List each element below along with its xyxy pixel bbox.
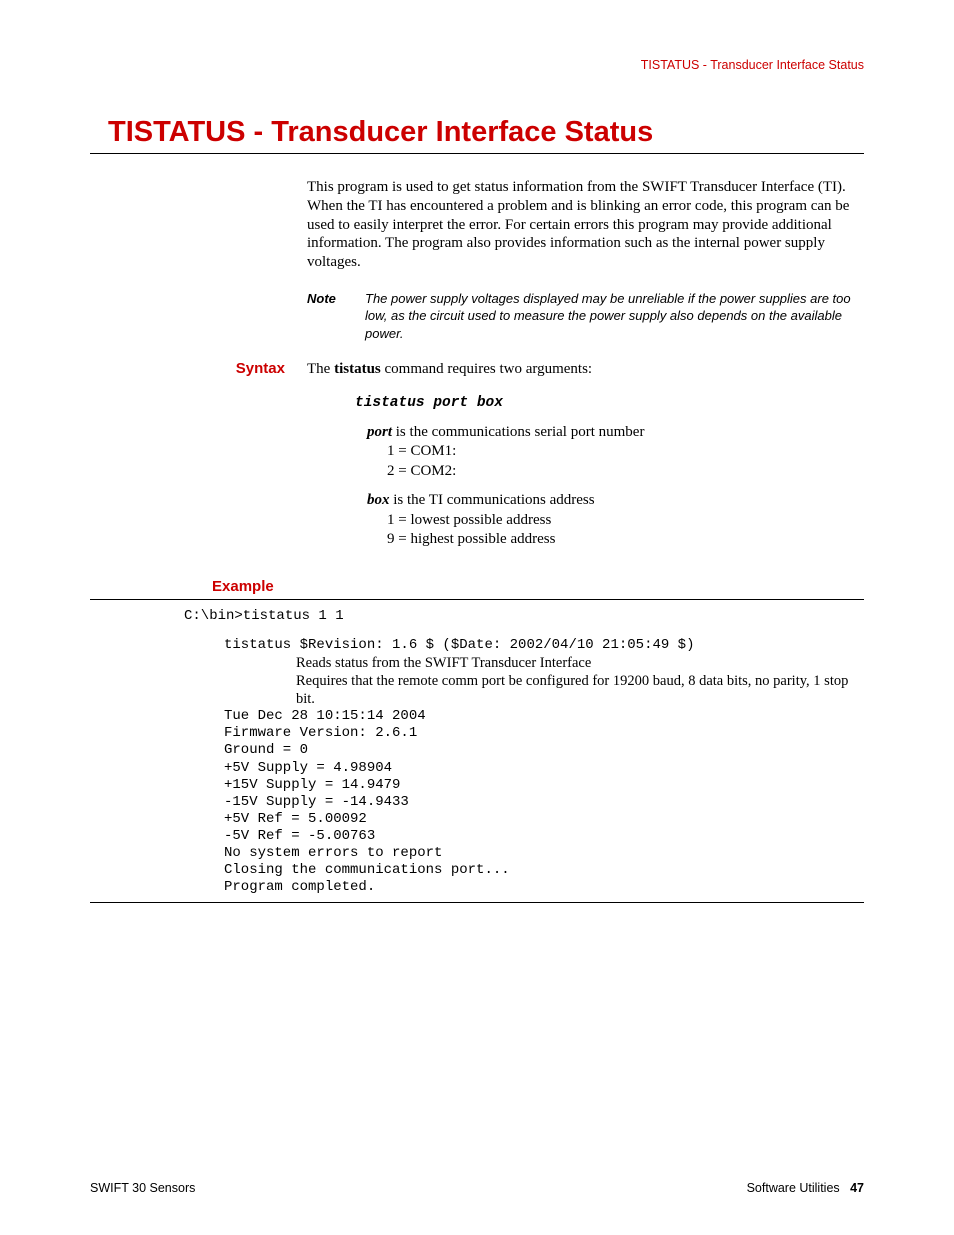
footer-right: Software Utilities 47 — [747, 1181, 864, 1195]
example-line-1: Firmware Version: 2.6.1 — [224, 725, 864, 742]
note-text: The power supply voltages displayed may … — [365, 290, 854, 343]
syntax-intro-pre: The — [307, 361, 334, 377]
arg-box-desc: is the TI communications address — [390, 492, 595, 508]
arg-port: port is the communications serial port n… — [367, 423, 644, 482]
example-block: C:\bin>tistatus 1 1 tistatus $Revision: … — [184, 608, 864, 896]
intro-paragraph: This program is used to get status infor… — [307, 178, 854, 272]
footer-left: SWIFT 30 Sensors — [90, 1181, 195, 1195]
syntax-label: Syntax — [90, 360, 307, 559]
note-block: Note The power supply voltages displayed… — [307, 290, 854, 343]
note-label: Note — [307, 290, 365, 343]
arg-box-val-2: 9 = highest possible address — [387, 530, 644, 550]
example-top-rule — [90, 599, 864, 600]
arg-port-desc: is the communications serial port number — [392, 424, 644, 440]
example-desc-2: Requires that the remote comm port be co… — [296, 672, 864, 708]
running-header: TISTATUS - Transducer Interface Status — [90, 58, 864, 72]
page-title: TISTATUS - Transducer Interface Status — [108, 116, 864, 149]
arg-port-val-2: 2 = COM2: — [387, 462, 644, 482]
page: TISTATUS - Transducer Interface Status T… — [0, 0, 954, 1235]
example-line-5: -15V Supply = -14.9433 — [224, 794, 864, 811]
footer-section: Software Utilities — [747, 1181, 840, 1195]
arg-box-val-1: 1 = lowest possible address — [387, 511, 644, 531]
example-line-10: Program completed. — [224, 879, 864, 896]
syntax-intro-cmd: tistatus — [334, 361, 381, 377]
example-revision: tistatus $Revision: 1.6 $ ($Date: 2002/0… — [224, 637, 864, 654]
example-desc-1: Reads status from the SWIFT Transducer I… — [296, 654, 864, 672]
example-line-6: +5V Ref = 5.00092 — [224, 811, 864, 828]
arg-port-val-1: 1 = COM1: — [387, 442, 644, 462]
example-label: Example — [212, 578, 864, 595]
footer-page-num: 47 — [850, 1181, 864, 1195]
syntax-intro-post: command requires two arguments: — [381, 361, 592, 377]
syntax-body: The tistatus command requires two argume… — [307, 360, 644, 559]
example-line-7: -5V Ref = -5.00763 — [224, 828, 864, 845]
footer: SWIFT 30 Sensors Software Utilities 47 — [90, 1181, 864, 1195]
example-line-9: Closing the communications port... — [224, 862, 864, 879]
syntax-command: tistatus port box — [355, 394, 644, 413]
syntax-section: Syntax The tistatus command requires two… — [90, 360, 864, 559]
example-bottom-rule — [90, 902, 864, 903]
example-line-0: Tue Dec 28 10:15:14 2004 — [224, 708, 864, 725]
arg-box: box is the TI communications address 1 =… — [367, 491, 644, 550]
title-rule — [90, 153, 864, 154]
example-line-4: +15V Supply = 14.9479 — [224, 777, 864, 794]
arg-port-name: port — [367, 424, 392, 440]
body-column: This program is used to get status infor… — [307, 178, 854, 342]
arg-box-name: box — [367, 492, 390, 508]
example-prompt: C:\bin>tistatus 1 1 — [184, 608, 864, 625]
example-line-2: Ground = 0 — [224, 742, 864, 759]
example-line-8: No system errors to report — [224, 845, 864, 862]
example-line-3: +5V Supply = 4.98904 — [224, 760, 864, 777]
